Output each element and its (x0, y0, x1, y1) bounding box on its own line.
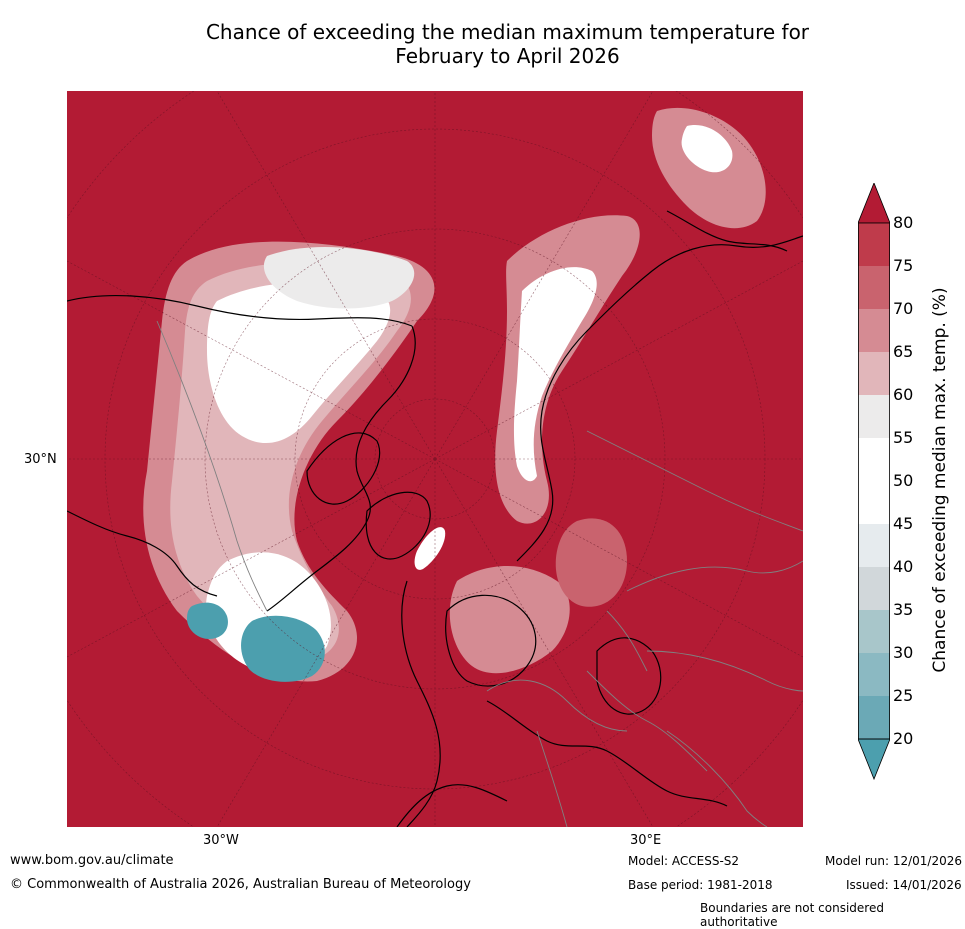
colorbar-bin-35-40 (858, 567, 890, 610)
colorbar-tick-75: 75 (893, 256, 914, 275)
coastlines (67, 210, 803, 827)
colorbar-bin-75-80 (858, 223, 890, 266)
colorbar (858, 183, 890, 781)
country-borders (156, 320, 803, 827)
colorbar-tick-45: 45 (893, 514, 914, 533)
colorbar-tick-70: 70 (893, 299, 914, 318)
lon-label-30w: 30°W (203, 833, 239, 848)
colorbar-bin-70-75 (858, 266, 890, 309)
colorbar-tick-20: 20 (893, 729, 914, 748)
siberia-white-zone (513, 267, 597, 482)
colorbar-bin-55-60 (858, 395, 890, 438)
chart-title: Chance of exceeding the median maximum t… (60, 20, 955, 68)
far-east-white-zone (681, 125, 733, 173)
colorbar-title: Chance of exceeding median max. temp. (%… (930, 287, 950, 673)
title-line-1: Chance of exceeding the median maximum t… (205, 20, 810, 44)
north-america-white-zone (207, 282, 391, 444)
colorbar-bin-45-50 (858, 481, 890, 524)
colorbar-bin-65-70 (858, 309, 890, 352)
colorbar-tick-25: 25 (893, 686, 914, 705)
colorbar-tick-30: 30 (893, 643, 914, 662)
colorbar-bin-bottom-arrow (858, 738, 890, 781)
colorbar-bin-30-35 (858, 610, 890, 653)
lon-label-30e: 30°E (630, 833, 662, 848)
colorbar-tick-55: 55 (893, 428, 914, 447)
central-asia-pink-zone (555, 518, 627, 607)
colorbar-bin-40-45 (858, 524, 890, 567)
colorbar-tick-80: 80 (893, 213, 914, 232)
colorbar-bins (858, 183, 890, 781)
colorbar-bin-50-55 (858, 438, 890, 481)
colorbar-bin-60-65 (858, 352, 890, 395)
polar-map (67, 91, 803, 827)
footer-copyright: © Commonwealth of Australia 2026, Austra… (10, 877, 471, 892)
footer-model-run: Model run: 12/01/2026 (825, 854, 963, 868)
footer-base-period: Base period: 1981-2018 (628, 878, 773, 892)
colorbar-tick-65: 65 (893, 342, 914, 361)
colorbar-frame (858, 222, 890, 740)
colorbar-bin-25-30 (858, 653, 890, 696)
greenland-white-streak (414, 527, 446, 570)
footer-disclaimer: Boundaries are not considered authoritat… (700, 901, 884, 929)
europe-pink-zone (449, 566, 570, 674)
footer-url[interactable]: www.bom.gov.au/climate (10, 853, 174, 868)
map-svg (67, 91, 803, 827)
footer-issued: Issued: 14/01/2026 (846, 878, 962, 892)
graticule (67, 91, 803, 827)
colorbar-bin-top-arrow (858, 183, 890, 224)
colorbar-tick-35: 35 (893, 600, 914, 619)
colorbar-bin-20-25 (858, 696, 890, 739)
colorbar-tick-60: 60 (893, 385, 914, 404)
colorbar-tick-40: 40 (893, 557, 914, 576)
southwest-us-blue-zone-2 (187, 602, 228, 639)
title-line-2: February to April 2026 (395, 44, 620, 68)
colorbar-tick-50: 50 (893, 471, 914, 490)
footer-model: Model: ACCESS-S2 (628, 854, 740, 868)
alaska-white-zone (263, 246, 415, 309)
southwest-us-blue-zone (241, 615, 325, 682)
lat-label-30n: 30°N (24, 452, 57, 467)
